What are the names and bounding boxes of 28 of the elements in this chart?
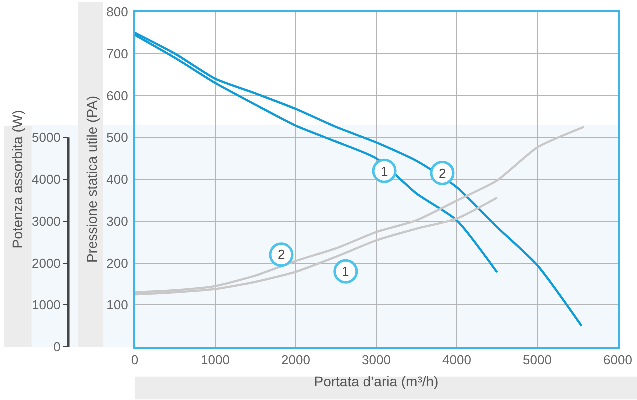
x-tick-label: 3000 [362,352,391,368]
y2-tick-label: 4000 [32,172,61,188]
y-tick-label: 400 [106,172,128,188]
x-tick-label: 6000 [604,352,632,368]
annotation: 2 [278,247,286,262]
x-tick-label: 0 [131,352,139,368]
x-axis-title: Portata d’aria (m³/h) [314,373,439,390]
annotation: 2 [439,166,446,181]
y2-tick-label: 5000 [32,130,61,146]
y-tick-label: 700 [106,46,128,62]
annotation: 1 [381,164,388,179]
y2-tick-label: 2000 [32,256,61,271]
y-tick-label: 500 [106,130,128,146]
y-tick-label: 300 [106,214,128,229]
y-tick-label: 600 [106,88,128,104]
x-tick-label: 1000 [201,352,230,368]
x-tick-label: 5000 [523,352,552,368]
y2-axis-title: Potenza assorbita (W) [10,110,26,249]
annotation: 1 [342,264,350,279]
y2-tick-label: 1000 [32,298,61,313]
y2-tick-label: 3000 [32,214,61,229]
y-tick-label: 800 [106,4,128,20]
x-tick-label: 4000 [442,352,472,368]
y-tick-label: 100 [106,298,128,313]
x-tick-label: 2000 [282,352,310,368]
y2-tick-label: 0 [54,340,61,355]
y-axis-title: Pressione statica utile (PA) [84,96,100,264]
y-tick-label: 200 [106,256,128,271]
